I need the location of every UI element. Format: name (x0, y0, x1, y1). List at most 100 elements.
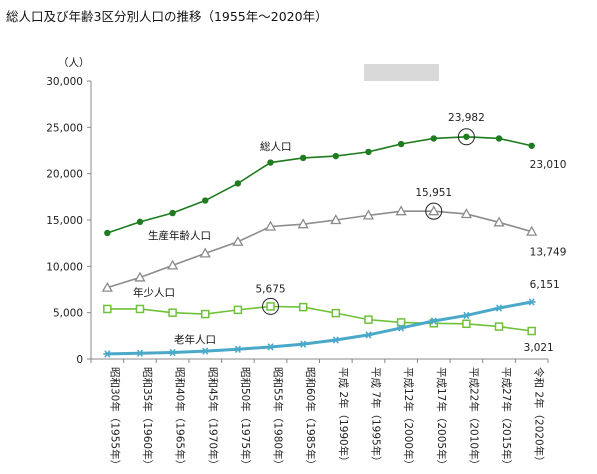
data-point-s0-5 (267, 159, 274, 166)
data-point-s0-6 (299, 154, 307, 162)
x-tick-label: 昭和55年（1980年） (272, 367, 285, 470)
x-tick-label: 平成22年（2010年） (467, 367, 480, 470)
data-point-s1-9 (395, 205, 407, 216)
data-point-s3-0 (103, 350, 112, 358)
chart-title: 総人口及び年齢3区分別人口の推移（1955年〜2020年） (6, 9, 328, 24)
y-tick-label: 5,000 (53, 308, 83, 320)
data-point-s0-10 (430, 135, 437, 142)
data-point-s1-4 (232, 235, 244, 246)
data-point-s1-8 (362, 209, 375, 220)
data-point-s2-12 (494, 322, 504, 331)
data-point-s0-11 (463, 133, 470, 140)
x-tick-label: 令和 2年（2020年） (533, 367, 546, 467)
data-point-s3-3 (201, 347, 210, 355)
data-point-s3-5 (266, 343, 275, 351)
data-point-s3-12 (495, 304, 504, 312)
data-point-s0-8 (365, 148, 372, 156)
series-line-1 (107, 210, 532, 289)
x-tick-label: 昭和35年（1960年） (141, 367, 154, 470)
data-point-s3-10 (429, 317, 438, 325)
data-point-s0-2 (169, 209, 176, 217)
x-tick-label: 昭和40年（1965年） (174, 367, 187, 470)
data-point-s0-13 (528, 142, 535, 149)
series-line-2 (107, 305, 532, 332)
data-point-s3-2 (168, 348, 177, 357)
data-point-s1-2 (166, 259, 179, 270)
y-tick-label: 10,000 (46, 261, 83, 273)
series-layer (101, 133, 538, 358)
data-point-s1-3 (199, 247, 211, 258)
annotation-0: 23,982 (448, 112, 485, 124)
data-point-s3-9 (397, 324, 406, 332)
data-point-s2-13 (527, 326, 536, 336)
data-point-s0-3 (202, 197, 209, 204)
data-point-s2-7 (331, 308, 341, 318)
gray-highlight-band (364, 64, 439, 81)
annotation-4: 5,675 (256, 283, 286, 295)
x-tick-label: 平成 2年（1990年） (337, 367, 350, 467)
data-point-s3-8 (364, 331, 373, 339)
annotation-circle-4 (262, 297, 280, 315)
data-point-s3-13 (527, 298, 536, 306)
data-point-s2-9 (396, 318, 406, 327)
x-tick-label: 平成17年（2005年） (435, 367, 448, 470)
data-point-s0-9 (397, 140, 405, 148)
data-point-s3-6 (299, 340, 308, 348)
data-point-s0-7 (332, 152, 340, 160)
series-label-0: 総人口 (260, 140, 292, 153)
x-tick-label: 昭和50年（1975年） (239, 367, 252, 470)
annotation-circle-2 (425, 202, 443, 220)
y-tick-label: 30,000 (46, 76, 83, 88)
data-point-s2-4 (233, 305, 243, 315)
data-point-s0-12 (495, 135, 503, 142)
y-tick-label: 15,000 (46, 215, 83, 227)
series-label-3: 老年人口 (174, 333, 216, 346)
data-point-s1-6 (297, 218, 309, 229)
data-point-s2-0 (103, 304, 112, 314)
y-tick-label: 0 (76, 354, 83, 366)
data-point-s2-2 (168, 308, 177, 317)
y-tick-label: 25,000 (46, 122, 83, 134)
annotation-2: 15,951 (415, 187, 452, 199)
data-point-s1-13 (526, 225, 538, 236)
data-point-s1-0 (101, 281, 113, 292)
axes: 0 5,000 10,000 15,000 20,000 25,000 30,000 昭和30… (46, 76, 549, 470)
x-tick-label: 昭和45年（1970年） (206, 367, 219, 470)
data-point-s2-11 (462, 319, 471, 329)
data-point-s2-3 (201, 309, 210, 319)
data-point-s3-7 (331, 336, 340, 344)
data-point-s3-1 (135, 349, 144, 357)
data-point-s0-1 (136, 218, 144, 226)
x-tick-label: 昭和60年（1985年） (304, 367, 317, 470)
data-point-s2-5 (266, 302, 275, 311)
data-point-s0-0 (104, 229, 111, 237)
data-point-s2-1 (135, 304, 145, 314)
series-label-2: 年少人口 (133, 286, 175, 299)
series-line-0 (107, 135, 532, 234)
data-point-s1-10 (428, 205, 440, 216)
x-tick-label: 平成12年（2000年） (402, 367, 415, 470)
data-point-s0-4 (234, 180, 242, 187)
x-tick-label: 平成27年（2015年） (500, 367, 513, 470)
x-tick-label: 昭和30年（1955年） (108, 367, 121, 470)
data-point-s1-7 (330, 214, 342, 225)
data-point-s1-1 (134, 271, 146, 282)
annotation-5: 3,021 (524, 342, 554, 354)
series-label-1: 生産年齢人口 (148, 229, 211, 242)
annotation-1: 23,010 (530, 159, 567, 171)
data-point-s3-11 (462, 311, 471, 320)
annotation-circle-0 (457, 128, 475, 146)
annotation-3: 13,749 (530, 247, 567, 259)
annotation-6: 6,151 (530, 279, 560, 291)
series-line-3 (107, 300, 532, 356)
data-point-s1-12 (493, 216, 505, 227)
y-axis-unit-label: （人） (58, 57, 90, 69)
data-point-s1-5 (264, 220, 277, 231)
data-point-s2-8 (364, 315, 373, 324)
data-point-s1-11 (460, 208, 473, 219)
data-point-s3-4 (233, 345, 242, 353)
x-tick-label: 平成 7年（1995年） (369, 367, 382, 467)
data-point-s2-6 (298, 302, 308, 312)
